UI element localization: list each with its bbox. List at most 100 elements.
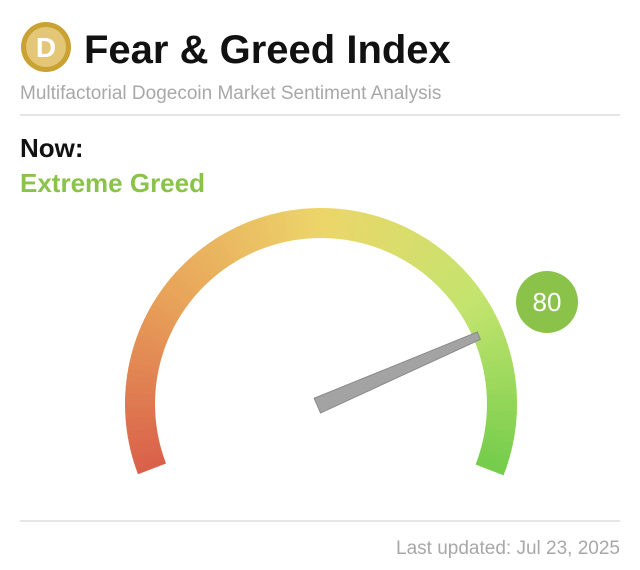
gauge-band bbox=[477, 453, 509, 470]
gauge-band bbox=[127, 367, 158, 380]
doge-logo: D bbox=[21, 22, 71, 72]
gauge-band bbox=[477, 337, 508, 355]
gauge-band bbox=[483, 362, 514, 375]
gauge-band bbox=[485, 421, 516, 433]
gauge-band bbox=[283, 210, 296, 242]
gauge-band bbox=[258, 215, 275, 247]
gauge-band bbox=[246, 219, 265, 251]
gauge-band bbox=[235, 224, 255, 255]
gauge-band bbox=[203, 243, 227, 272]
gauge-band bbox=[485, 416, 517, 427]
gauge-band bbox=[218, 232, 240, 263]
gauge-band bbox=[252, 217, 270, 249]
gauge-band bbox=[314, 208, 323, 239]
gauge-band bbox=[429, 255, 455, 283]
gauge-band bbox=[126, 426, 158, 438]
gauge-band bbox=[141, 319, 172, 339]
gauge-band bbox=[483, 432, 515, 446]
gauge-band bbox=[468, 314, 499, 335]
gauge-band bbox=[444, 273, 472, 299]
gauge-band bbox=[378, 220, 397, 251]
gauge-band bbox=[337, 208, 348, 240]
gauge-band bbox=[481, 356, 513, 370]
gauge-band bbox=[129, 354, 161, 369]
gauge-band bbox=[128, 436, 160, 451]
classification: Extreme Greed bbox=[20, 168, 205, 198]
gauge-band bbox=[480, 443, 512, 458]
gauge-band bbox=[383, 222, 403, 253]
gauge-band bbox=[480, 349, 512, 365]
gauge-band bbox=[388, 225, 408, 256]
title: Fear & Greed Index bbox=[84, 28, 451, 72]
gauge-band bbox=[126, 373, 158, 385]
gauge-band bbox=[152, 297, 182, 320]
gauge-band bbox=[188, 254, 214, 282]
gauge-band bbox=[484, 368, 515, 381]
gauge-band bbox=[175, 267, 202, 294]
gauge-band bbox=[486, 393, 517, 402]
gauge-band bbox=[416, 243, 440, 273]
gauge-band bbox=[143, 313, 174, 334]
gauge-band bbox=[277, 211, 291, 243]
now-label: Now: bbox=[20, 133, 84, 163]
gauge-band bbox=[352, 211, 367, 243]
value-badge bbox=[516, 271, 578, 333]
gauge-band bbox=[347, 210, 360, 242]
gauge-band bbox=[125, 404, 156, 413]
last-updated: Last updated: Jul 23, 2025 bbox=[396, 538, 620, 559]
gauge-band bbox=[127, 431, 159, 444]
gauge-band bbox=[358, 212, 373, 244]
gauge-band bbox=[229, 227, 250, 258]
gauge-band bbox=[128, 361, 160, 374]
gauge-band bbox=[132, 342, 164, 359]
gauge-band bbox=[486, 399, 517, 408]
gauge-band bbox=[198, 246, 222, 275]
gauge-band bbox=[393, 227, 414, 258]
subtitle: Multifactorial Dogecoin Market Sentiment… bbox=[20, 83, 441, 104]
gauge-band bbox=[451, 282, 480, 307]
gauge-band bbox=[460, 298, 491, 320]
gauge-band bbox=[179, 263, 206, 290]
gauge-band bbox=[241, 222, 260, 253]
gauge-band bbox=[407, 236, 430, 266]
gauge-band bbox=[183, 258, 210, 286]
logo-face bbox=[26, 27, 66, 67]
gauge-band bbox=[479, 448, 510, 464]
gauge-band bbox=[130, 441, 161, 457]
gauge-band bbox=[479, 343, 510, 360]
gauge-band bbox=[363, 214, 379, 246]
gauge-band bbox=[146, 308, 177, 329]
gauge-band bbox=[155, 291, 185, 315]
value-label: 80 bbox=[533, 287, 562, 317]
gauge-band bbox=[131, 447, 163, 463]
gauge-band bbox=[437, 263, 464, 290]
gauge-band bbox=[170, 272, 199, 298]
gauge-band bbox=[484, 427, 516, 439]
gauge-band bbox=[213, 236, 236, 266]
gauge-band bbox=[440, 268, 468, 294]
gauge-band bbox=[448, 277, 476, 303]
logo-letter: D bbox=[36, 32, 56, 63]
gauge-band bbox=[125, 410, 156, 419]
gauge-band bbox=[308, 208, 317, 239]
gauge-band bbox=[457, 292, 487, 316]
gauge-band bbox=[475, 332, 506, 350]
gauge-band bbox=[264, 214, 280, 245]
gauge-band bbox=[420, 247, 445, 276]
gauge-band bbox=[342, 209, 354, 241]
gauge-band bbox=[159, 286, 188, 310]
gauge-band bbox=[163, 281, 192, 306]
gauge-band bbox=[463, 303, 494, 325]
gauge-band bbox=[368, 216, 385, 247]
gauge-band bbox=[412, 240, 435, 269]
gauge-band bbox=[149, 302, 179, 324]
gauge: 80 bbox=[125, 208, 578, 476]
gauge-band bbox=[475, 458, 507, 476]
gauge-band bbox=[402, 233, 425, 263]
gauge-band bbox=[425, 251, 450, 279]
gauge-band bbox=[125, 379, 157, 390]
gauge-band bbox=[454, 287, 484, 311]
gauge-band bbox=[224, 229, 245, 260]
